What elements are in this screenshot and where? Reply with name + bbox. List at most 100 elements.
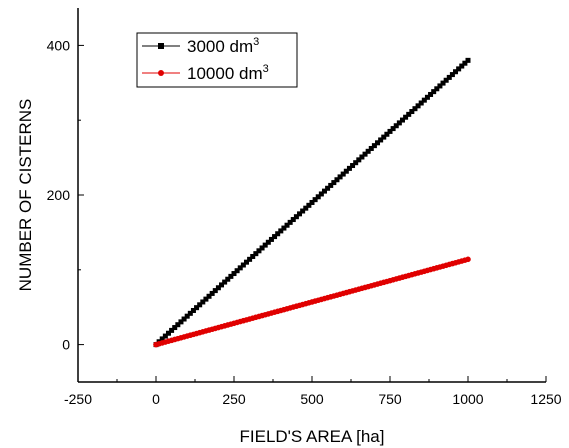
data-point [403, 114, 409, 120]
x-tick-label: 0 [152, 391, 160, 407]
data-point [456, 66, 462, 72]
data-point [281, 225, 287, 231]
data-point [165, 330, 171, 336]
data-point [259, 245, 265, 251]
data-point [315, 194, 321, 200]
data-point [368, 145, 374, 151]
data-point [424, 94, 430, 100]
x-tick-label: -250 [64, 391, 92, 407]
data-point [190, 307, 196, 313]
data-point [443, 77, 449, 83]
legend-label-3000: 3000 dm3 [187, 36, 259, 56]
data-point [231, 271, 237, 277]
data-point [172, 325, 178, 331]
data-point [393, 123, 399, 129]
data-point [234, 268, 240, 274]
data-point [300, 208, 306, 214]
data-point [428, 91, 434, 97]
data-point [440, 80, 446, 86]
data-point [194, 305, 200, 311]
x-tick-label: 1250 [530, 391, 561, 407]
data-point [309, 199, 315, 205]
data-point [284, 222, 290, 228]
data-point [312, 197, 318, 203]
data-point [328, 182, 334, 188]
data-point [181, 316, 187, 322]
data-point [209, 290, 215, 296]
data-point [225, 276, 231, 282]
data-point [350, 163, 356, 169]
data-point [200, 299, 206, 305]
data-point [356, 157, 362, 163]
data-point [287, 219, 293, 225]
data-point [265, 239, 271, 245]
data-point [306, 202, 312, 208]
data-point [247, 256, 253, 262]
data-point [384, 131, 390, 137]
data-point [175, 322, 181, 328]
data-point [409, 109, 415, 115]
x-axis-label: FIELD'S AREA [ha] [240, 427, 385, 446]
data-point [359, 154, 365, 160]
legend-box [136, 32, 298, 88]
data-point [222, 279, 228, 285]
data-point [431, 89, 437, 95]
data-point [272, 234, 278, 240]
data-point [415, 103, 421, 109]
data-point [421, 97, 427, 103]
legend-marker-10000 [158, 70, 164, 76]
data-point [228, 273, 234, 279]
data-point [331, 180, 337, 186]
x-tick-label: 750 [378, 391, 402, 407]
data-point [293, 214, 299, 220]
ticks-layer: -250 0 250 500 750 1000 1250 0 200 400 [47, 37, 562, 407]
data-point [381, 134, 387, 140]
legend: 3000 dm3 10000 dm3 [136, 32, 298, 88]
data-point [465, 57, 471, 63]
data-point [262, 242, 268, 248]
y-tick-label: 200 [47, 187, 71, 203]
data-point [159, 336, 165, 342]
data-point [434, 86, 440, 92]
data-point [406, 111, 412, 117]
data-point [243, 259, 249, 265]
data-point [162, 333, 168, 339]
data-point [321, 188, 327, 194]
data-point [215, 285, 221, 291]
series-1 [153, 256, 471, 348]
data-point [362, 151, 368, 157]
y-tick-label: 0 [62, 337, 70, 353]
data-point [390, 126, 396, 132]
data-point [387, 128, 393, 134]
data-point [446, 74, 452, 80]
data-point [346, 165, 352, 171]
data-point [375, 140, 381, 146]
data-point [212, 288, 218, 294]
data-point [303, 205, 309, 211]
x-tick-label: 500 [300, 391, 324, 407]
y-tick-label: 400 [47, 37, 71, 53]
data-point [371, 143, 377, 149]
data-point [250, 253, 256, 259]
data-point [353, 160, 359, 166]
legend-label-10000: 10000 dm3 [187, 63, 269, 83]
data-point [256, 248, 262, 254]
data-point [412, 106, 418, 112]
data-point [334, 177, 340, 183]
data-point [237, 265, 243, 271]
data-point [396, 120, 402, 126]
x-tick-label: 1000 [452, 391, 483, 407]
data-point [318, 191, 324, 197]
x-tick-label: 250 [222, 391, 246, 407]
data-point [459, 63, 465, 69]
series-0 [153, 57, 471, 348]
data-point [340, 171, 346, 177]
data-point [378, 137, 384, 143]
data-point [240, 262, 246, 268]
data-point [418, 100, 424, 106]
data-point [169, 327, 175, 333]
data-point [462, 60, 468, 66]
data-point [178, 319, 184, 325]
data-point [253, 251, 259, 257]
